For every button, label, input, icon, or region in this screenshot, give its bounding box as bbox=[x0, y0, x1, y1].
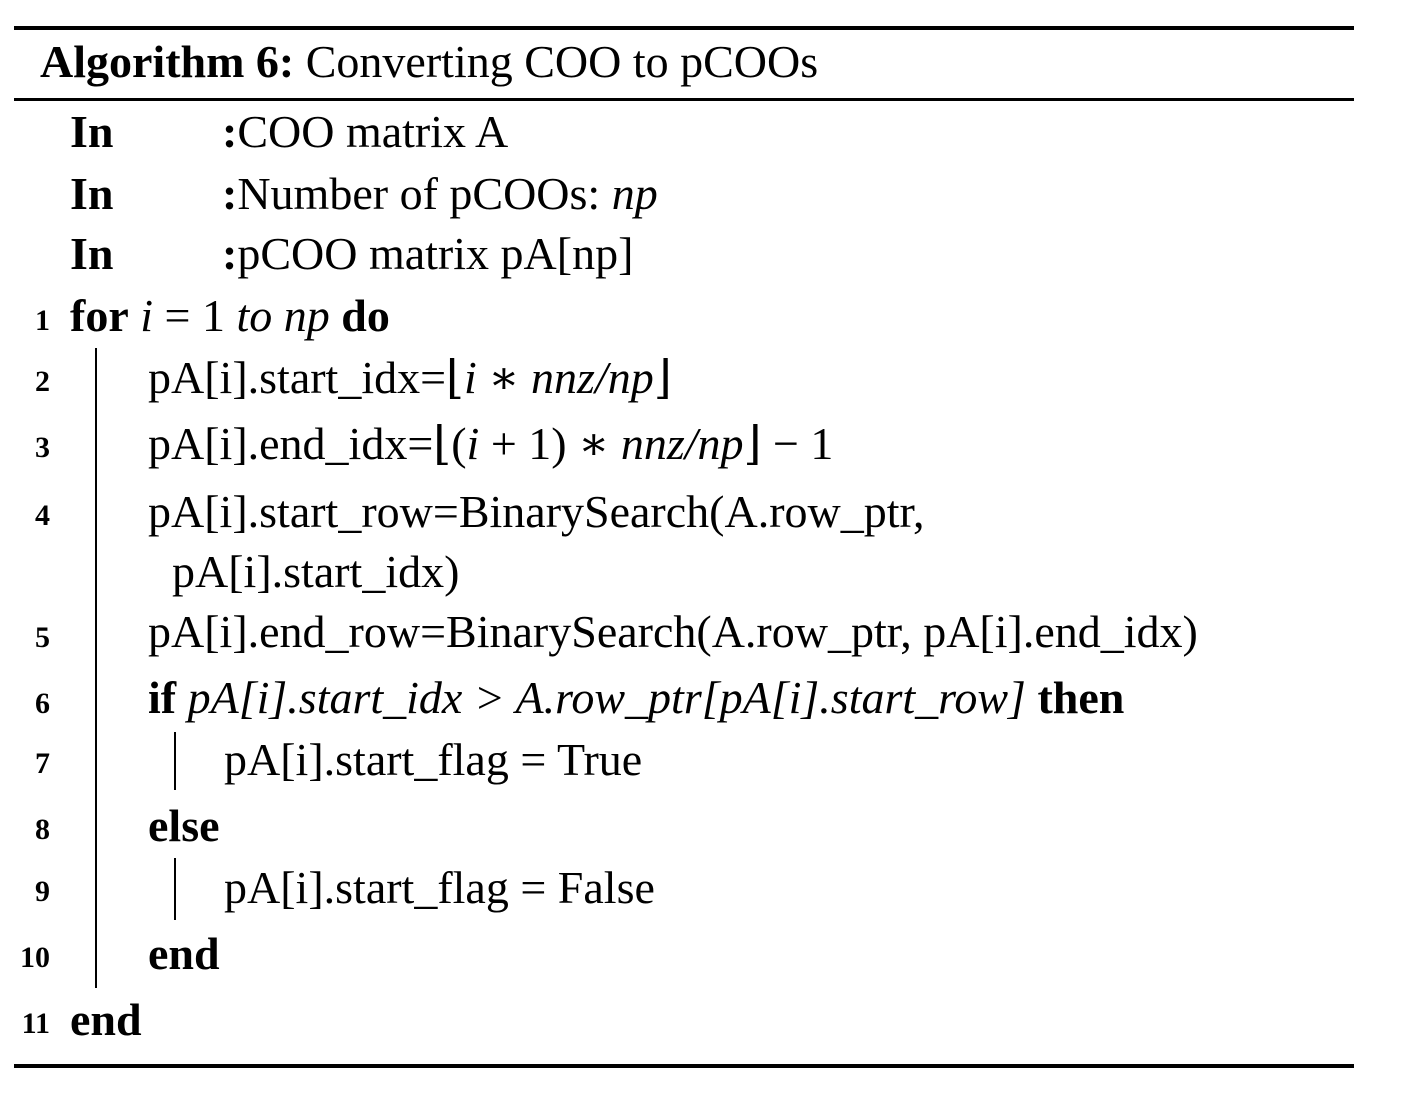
algo-line-9: pA[i].start_flag = False bbox=[224, 862, 655, 914]
statement-text: pA[i].start_row=BinarySearch(A.row_ptr, bbox=[148, 486, 925, 537]
keyword-end: end bbox=[70, 994, 142, 1045]
keyword-for: for bbox=[70, 290, 129, 341]
statement-var: i bbox=[466, 418, 480, 469]
statement-text: pA[i].end_row=BinarySearch(A.row_ptr, pA… bbox=[148, 606, 1198, 657]
line-number: 9 bbox=[35, 875, 50, 908]
line-number: 4 bbox=[35, 499, 50, 532]
input-text: pCOO matrix pA[np] bbox=[237, 228, 634, 279]
algorithm-title: Converting COO to pCOOs bbox=[305, 36, 819, 87]
statement-math: i ∗ nnz/np bbox=[464, 352, 654, 403]
algo-line-6: if pA[i].start_idx > A.row_ptr[pA[i].sta… bbox=[148, 672, 1124, 724]
algo-line-4-cont: pA[i].start_idx) bbox=[172, 546, 459, 598]
floor-close: ⌋ − 1 bbox=[743, 418, 834, 469]
bottom-rule bbox=[14, 1064, 1354, 1068]
algo-line-8: else bbox=[148, 800, 220, 852]
input-colon: : bbox=[222, 168, 238, 219]
input-line-3: In bbox=[70, 228, 113, 280]
line-number: 7 bbox=[35, 747, 50, 780]
algo-line-11: end bbox=[70, 994, 142, 1046]
statement-text: pA[i].start_idx) bbox=[172, 546, 460, 597]
line-number: 3 bbox=[35, 431, 50, 464]
algo-line-2: pA[i].start_idx=⌊i ∗ nnz/np⌋ bbox=[148, 352, 672, 404]
line-number: 6 bbox=[35, 687, 50, 720]
line-number: 1 bbox=[35, 304, 50, 337]
else-block-bar bbox=[174, 858, 176, 920]
keyword-end: end bbox=[148, 928, 220, 979]
algo-line-4: pA[i].start_row=BinarySearch(A.row_ptr, bbox=[148, 486, 925, 538]
statement-math: nnz/np bbox=[620, 418, 744, 469]
loop-var: i bbox=[140, 290, 154, 341]
line-number: 10 bbox=[20, 941, 50, 974]
algorithm-label: Algorithm 6: bbox=[40, 36, 295, 87]
input-math: np bbox=[611, 168, 658, 219]
input-line-2: In bbox=[70, 168, 113, 220]
input-keyword: In bbox=[70, 168, 114, 219]
algorithm-caption: Algorithm 6: Converting COO to pCOOs bbox=[40, 32, 818, 92]
algo-line-1: for i = 1 to np do bbox=[70, 290, 390, 342]
input-desc-3: :pCOO matrix pA[np] bbox=[222, 228, 633, 280]
line-number: 2 bbox=[35, 365, 50, 398]
input-text: Number of pCOOs: bbox=[237, 168, 612, 219]
line-number: 5 bbox=[35, 621, 50, 654]
top-rule bbox=[14, 26, 1354, 30]
input-text: COO matrix A bbox=[237, 106, 509, 157]
line-number: 11 bbox=[21, 1007, 50, 1040]
input-colon: : bbox=[222, 228, 238, 279]
statement-text: pA[i].start_idx=⌊ bbox=[148, 352, 465, 403]
algo-line-7: pA[i].start_flag = True bbox=[224, 734, 642, 786]
algo-line-5: pA[i].end_row=BinarySearch(A.row_ptr, pA… bbox=[148, 606, 1198, 658]
input-desc-1: :COO matrix A bbox=[222, 106, 508, 158]
for-block-bar bbox=[95, 348, 97, 988]
if-condition: pA[i].start_idx > A.row_ptr[pA[i].start_… bbox=[176, 672, 1038, 723]
line-number: 8 bbox=[35, 813, 50, 846]
then-block-bar bbox=[174, 732, 176, 790]
input-desc-2: :Number of pCOOs: np bbox=[222, 168, 658, 220]
algo-line-3: pA[i].end_idx=⌊(i + 1) ∗ nnz/np⌋ − 1 bbox=[148, 418, 833, 470]
loop-start: = 1 bbox=[153, 290, 237, 341]
keyword-else: else bbox=[148, 800, 220, 851]
statement-text: pA[i].start_flag = False bbox=[224, 862, 655, 913]
caption-rule bbox=[14, 98, 1354, 101]
input-colon: : bbox=[222, 106, 238, 157]
input-line-1: In bbox=[70, 106, 113, 158]
input-keyword: In bbox=[70, 106, 114, 157]
keyword-to: to bbox=[236, 290, 273, 341]
statement-text: pA[i].end_idx=⌊( bbox=[148, 418, 467, 469]
input-keyword: In bbox=[70, 228, 114, 279]
statement-mid: + 1) ∗ bbox=[479, 418, 621, 469]
keyword-then: then bbox=[1037, 672, 1125, 723]
statement-text: pA[i].start_flag = True bbox=[224, 734, 643, 785]
algo-line-10: end bbox=[148, 928, 220, 980]
keyword-do: do bbox=[341, 290, 390, 341]
floor-close: ⌋ bbox=[653, 352, 672, 403]
loop-bound: np bbox=[272, 290, 330, 341]
keyword-if: if bbox=[148, 672, 177, 723]
